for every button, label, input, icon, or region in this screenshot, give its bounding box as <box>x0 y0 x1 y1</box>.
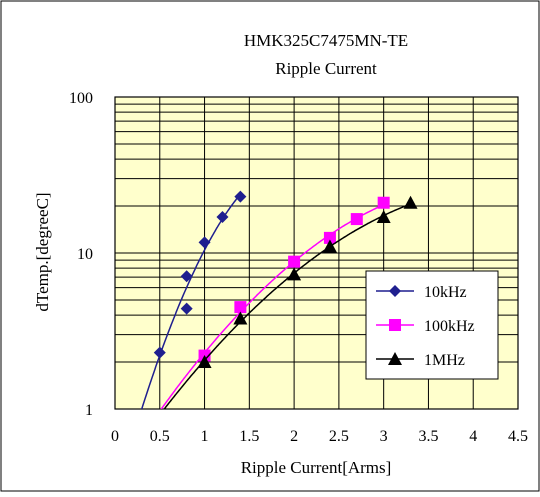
chart-subtitle: Ripple Current <box>275 59 377 78</box>
legend-label-1MHz: 1MHz <box>424 352 465 369</box>
series-line-100kHz <box>160 204 384 409</box>
data-point-1MHz <box>197 355 212 369</box>
y-tick-label: 100 <box>69 90 93 107</box>
legend: 10kHz 100kHz 1MHz <box>365 270 499 380</box>
plot-border <box>114 96 519 410</box>
x-tick-label: 2.5 <box>329 428 349 445</box>
x-tick-label: 1.5 <box>239 428 259 445</box>
data-point-100kHz <box>350 213 363 226</box>
data-point-100kHz <box>234 301 247 314</box>
legend-marker-100kHz <box>389 319 401 331</box>
y-tick-label: 10 <box>77 246 93 263</box>
legend-marker-10kHz <box>389 285 401 297</box>
x-tick-label: 0 <box>111 428 119 445</box>
data-point-10kHz <box>153 346 166 359</box>
x-tick-label: 1 <box>201 428 209 445</box>
data-point-10kHz <box>234 190 247 203</box>
x-tick-label: 2 <box>290 428 298 445</box>
data-point-1MHz <box>376 210 391 224</box>
plot-area: 0 0.5 1 1.5 2 2.5 3 3.5 4 4.5 1 10 100 <box>69 90 528 445</box>
x-tick-label: 3.5 <box>418 428 438 445</box>
data-point-10kHz <box>180 302 193 315</box>
chart-title: HMK325C7475MN-TE <box>244 31 408 50</box>
data-point-100kHz <box>288 255 301 268</box>
x-tick-label: 3 <box>380 428 388 445</box>
legend-label-100kHz: 100kHz <box>424 318 475 335</box>
data-point-1MHz <box>403 195 418 209</box>
y-axis-title: dTemp.[degreeC] <box>33 192 52 311</box>
x-tick-label: 0.5 <box>150 428 170 445</box>
data-point-1MHz <box>287 267 302 281</box>
y-tick-label: 1 <box>85 402 93 419</box>
data-point-1MHz <box>322 239 337 253</box>
data-point-10kHz <box>180 270 193 283</box>
legend-marker-1MHz <box>388 352 402 365</box>
x-tick-label: 4 <box>469 428 477 445</box>
data-point-100kHz <box>377 196 390 209</box>
data-point-10kHz <box>198 236 211 249</box>
x-axis-title: Ripple Current[Arms] <box>241 458 392 477</box>
data-point-100kHz <box>323 231 336 244</box>
x-tick-label: 4.5 <box>508 428 528 445</box>
data-point-10kHz <box>216 211 229 224</box>
legend-label-10kHz: 10kHz <box>424 284 467 301</box>
data-point-1MHz <box>233 311 248 325</box>
